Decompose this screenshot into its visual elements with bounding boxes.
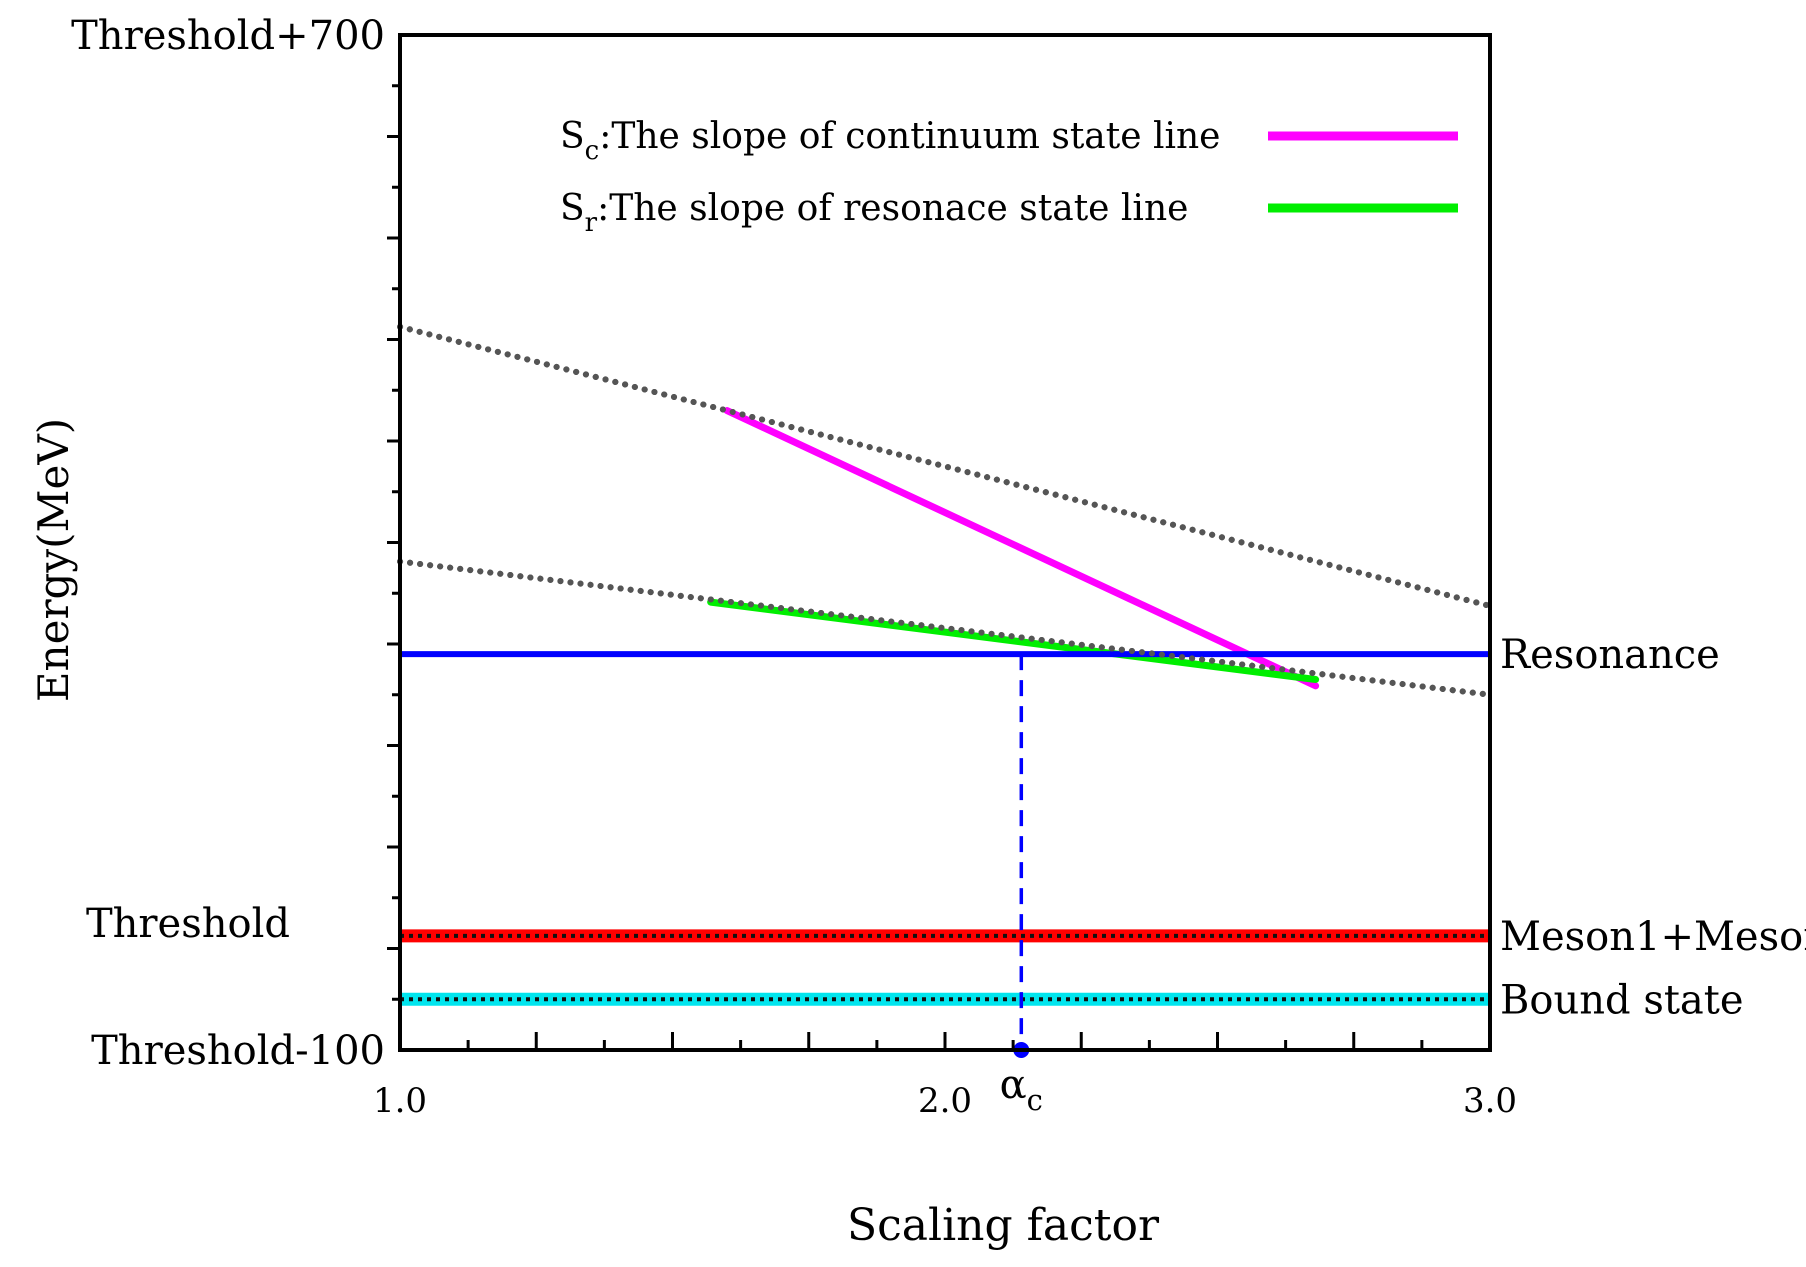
legend-entry-label: Sr:The slope of resonace state line xyxy=(560,188,1188,238)
series-layer xyxy=(397,323,1493,1058)
y-axis-label: Energy(MeV) xyxy=(29,418,78,702)
series-label: Meson1+Meson2 xyxy=(1500,914,1806,960)
series-line-1-overlay xyxy=(397,558,1493,698)
x-axis-label: Scaling factor xyxy=(847,1200,1160,1251)
y-tick-label: Threshold+700 xyxy=(71,13,385,59)
y-tick-label: Threshold-100 xyxy=(91,1028,385,1074)
axes-layer xyxy=(387,33,1492,1052)
series-line-0-overlay xyxy=(397,323,1493,609)
x-tick-label: 3.0 xyxy=(1463,1081,1517,1121)
series-label: Resonance xyxy=(1500,632,1720,678)
series-line-3 xyxy=(707,598,1320,684)
x-tick-label: 1.0 xyxy=(373,1081,427,1121)
text-layer: Threshold+700 Threshold Threshold-100 1.0 2.… xyxy=(29,13,1806,1251)
legend-entry-label: Sc:The slope of continuum state line xyxy=(560,116,1220,166)
series-line-2 xyxy=(723,407,1320,690)
critical-point-label: αc xyxy=(1000,1062,1043,1117)
y-tick-label: Threshold xyxy=(86,901,290,947)
series-line-1 xyxy=(397,558,1493,698)
series-label: Bound state xyxy=(1500,977,1744,1023)
x-tick-label: 2.0 xyxy=(918,1081,972,1121)
